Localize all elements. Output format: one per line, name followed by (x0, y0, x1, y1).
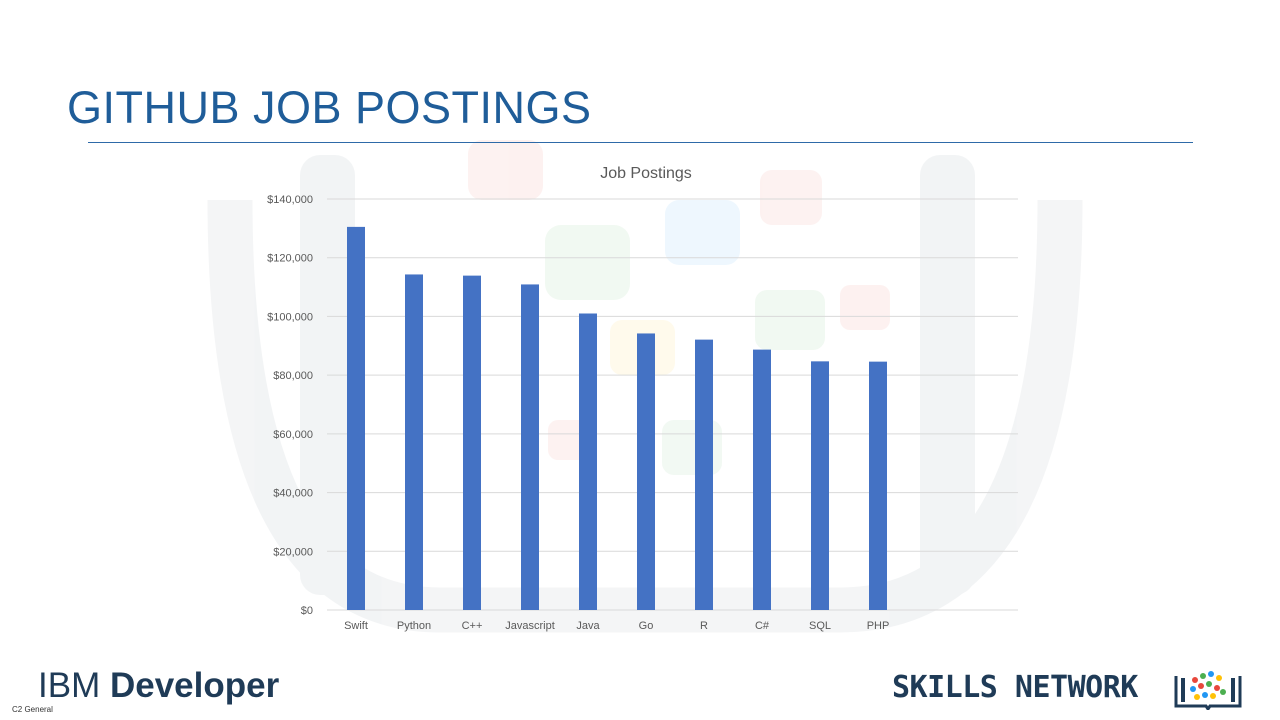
y-tick-label: $0 (301, 605, 313, 617)
x-tick-label: R (700, 620, 708, 632)
bar-layer (347, 226, 887, 610)
x-tick-label: Python (397, 620, 431, 632)
y-tick-label: $80,000 (273, 370, 313, 382)
bar-c- (463, 275, 481, 610)
bar-sql (811, 361, 829, 610)
x-tick-label: PHP (867, 620, 890, 632)
classification-label: C2 General (12, 705, 53, 714)
ibm-developer-logo: IBM Developer (38, 666, 279, 706)
bar-javascript (521, 284, 539, 610)
x-tick-label: C# (755, 620, 770, 632)
developer-logo-text: Developer (109, 666, 280, 705)
y-tick-label: $60,000 (273, 429, 313, 441)
bar-c- (753, 349, 771, 610)
x-tick-label: Swift (344, 620, 368, 632)
x-tick-label: C++ (462, 620, 483, 632)
y-tick-label: $120,000 (267, 253, 313, 265)
skills-network-logo: SKILLS NETWORK (892, 670, 1138, 705)
bar-go (637, 333, 655, 610)
y-tick-label: $100,000 (267, 311, 313, 323)
bar-php (869, 361, 887, 610)
y-tick-label: $20,000 (273, 546, 313, 558)
x-tick-label: Java (576, 620, 600, 632)
ibm-logo-text: IBM (38, 666, 101, 705)
y-tick-label: $40,000 (273, 488, 313, 500)
chart-title: Job Postings (600, 165, 692, 182)
slide-title: GITHUB JOB POSTINGS (67, 82, 592, 133)
x-tick-label: Javascript (505, 620, 555, 632)
label-layer: $0 $20,000 $40,000 $60,000 $80,000 $100,000 $1… (267, 194, 889, 632)
title-divider (88, 142, 1193, 143)
bar-swift (347, 226, 365, 610)
skills-network-book-icon (1174, 671, 1242, 710)
bar-python (405, 274, 423, 610)
x-tick-label: Go (639, 620, 654, 632)
y-tick-label: $140,000 (267, 194, 313, 206)
grid-layer (327, 198, 1018, 611)
bar-r (695, 339, 713, 610)
bar-java (579, 313, 597, 610)
x-tick-label: SQL (809, 620, 831, 632)
